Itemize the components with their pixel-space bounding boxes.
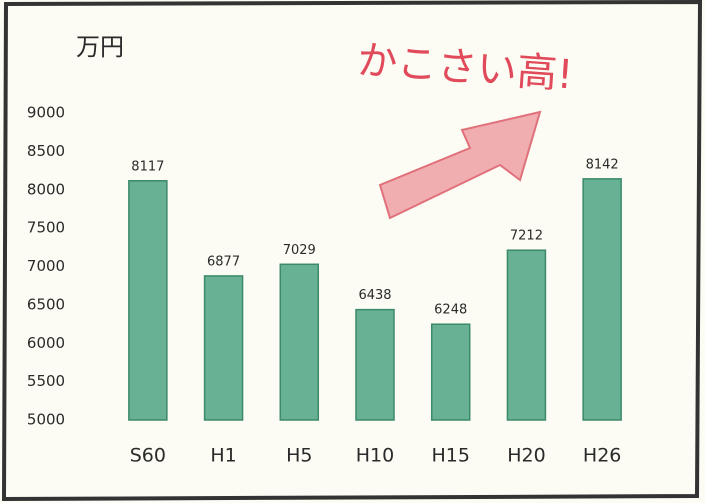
- y-tick-label: 9000: [27, 104, 65, 122]
- bar: [129, 181, 167, 420]
- value-label: 8142: [586, 157, 619, 172]
- value-label: 7212: [510, 229, 543, 244]
- y-tick-label: 6000: [27, 334, 65, 352]
- y-tick-label: 7500: [27, 219, 65, 237]
- x-tick-label: H20: [507, 445, 545, 467]
- y-tick-label: 8000: [27, 180, 65, 198]
- x-tick-label: H5: [286, 445, 312, 467]
- value-label: 6438: [358, 288, 391, 303]
- value-label: 6248: [434, 303, 467, 318]
- x-tick-label: H1: [210, 445, 236, 467]
- y-tick-label: 7000: [27, 257, 65, 275]
- bar: [583, 179, 621, 420]
- value-label: 7029: [283, 243, 316, 258]
- bar: [507, 250, 545, 420]
- bar: [280, 264, 318, 420]
- y-tick-label: 8500: [27, 142, 65, 160]
- y-tick-label: 5000: [27, 411, 65, 429]
- chart: 万円 かこさい高! 500055006000650070007500800085…: [0, 0, 705, 503]
- value-label: 6877: [207, 254, 240, 269]
- y-tick-label: 6500: [27, 295, 65, 313]
- bar: [205, 276, 243, 420]
- bar: [356, 310, 394, 420]
- x-tick-label: S60: [130, 445, 166, 467]
- x-tick-label: H15: [431, 445, 469, 467]
- unit-label: 万円: [76, 33, 124, 61]
- y-tick-label: 5500: [27, 372, 65, 390]
- value-label: 8117: [131, 159, 164, 174]
- x-tick-label: H26: [583, 445, 621, 467]
- bar: [432, 324, 470, 420]
- x-tick-label: H10: [356, 445, 394, 467]
